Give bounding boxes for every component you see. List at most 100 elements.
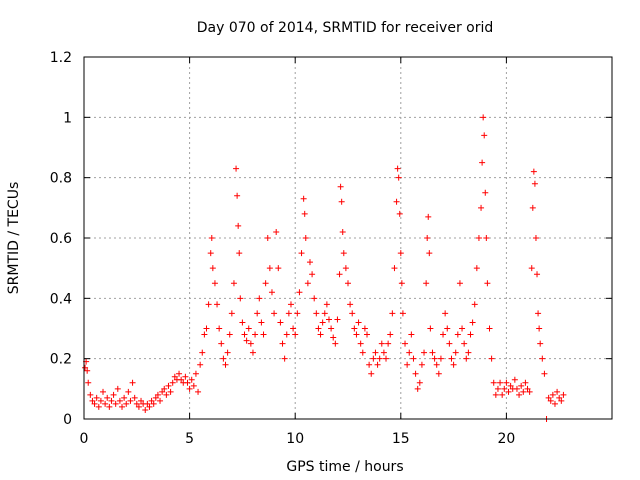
- data-point: [328, 325, 335, 332]
- data-point: [520, 388, 527, 395]
- data-point: [220, 355, 227, 362]
- data-point: [84, 367, 91, 374]
- data-point: [459, 325, 466, 332]
- data-point: [473, 265, 480, 272]
- data-point: [258, 319, 265, 326]
- data-point: [387, 331, 394, 338]
- data-point: [154, 391, 161, 398]
- data-point: [471, 301, 478, 308]
- data-point: [150, 400, 157, 407]
- data-point: [536, 325, 543, 332]
- data-point: [142, 406, 149, 413]
- data-point: [186, 385, 193, 392]
- data-point: [531, 180, 538, 187]
- y-tick-label: 0.6: [50, 231, 72, 247]
- data-point: [478, 204, 485, 211]
- data-point: [547, 397, 554, 404]
- data-point: [418, 361, 425, 368]
- points-layer: [82, 114, 567, 422]
- data-point: [378, 340, 385, 347]
- data-point: [304, 280, 311, 287]
- data-point: [545, 394, 552, 401]
- data-point: [456, 280, 463, 287]
- data-point: [247, 340, 254, 347]
- data-point: [102, 400, 109, 407]
- data-point: [114, 385, 121, 392]
- data-point: [425, 213, 432, 220]
- data-point: [423, 280, 430, 287]
- data-point: [349, 310, 356, 317]
- data-point: [431, 355, 438, 362]
- data-point: [296, 289, 303, 296]
- data-point: [306, 259, 313, 266]
- data-point: [479, 159, 486, 166]
- data-point: [159, 388, 166, 395]
- data-point: [535, 310, 542, 317]
- data-point: [551, 400, 558, 407]
- data-point: [309, 271, 316, 278]
- data-point: [480, 114, 487, 121]
- data-point: [133, 400, 140, 407]
- data-point: [395, 174, 402, 181]
- data-point: [492, 391, 499, 398]
- data-point: [554, 388, 561, 395]
- data-point: [368, 370, 375, 377]
- data-point: [359, 349, 366, 356]
- data-point: [372, 349, 379, 356]
- data-point: [203, 325, 210, 332]
- data-point: [426, 250, 433, 257]
- data-point: [167, 388, 174, 395]
- data-point: [338, 198, 345, 205]
- data-point: [108, 397, 115, 404]
- data-point: [148, 397, 155, 404]
- data-point: [146, 403, 153, 410]
- data-point: [501, 385, 508, 392]
- x-tick-label: 20: [497, 431, 515, 447]
- data-point: [435, 370, 442, 377]
- data-point: [218, 340, 225, 347]
- data-point: [364, 331, 371, 338]
- y-tick-label: 0.2: [50, 352, 72, 368]
- data-point: [475, 235, 482, 241]
- data-point: [446, 340, 453, 347]
- data-point: [178, 376, 185, 383]
- data-point: [556, 394, 563, 401]
- data-point: [528, 265, 535, 272]
- data-point: [123, 400, 130, 407]
- data-point: [490, 379, 497, 386]
- data-point: [264, 235, 271, 241]
- data-point: [541, 370, 548, 377]
- data-point: [463, 355, 470, 362]
- data-point: [330, 334, 337, 341]
- y-tick-label: 1.2: [50, 50, 72, 66]
- data-point: [302, 235, 309, 241]
- data-point: [393, 198, 400, 205]
- data-point: [336, 271, 343, 278]
- y-axis-label: SRMTID / TECUs: [6, 182, 22, 295]
- data-point: [366, 361, 373, 368]
- data-point: [391, 265, 398, 272]
- data-point: [402, 340, 409, 347]
- data-point: [412, 370, 419, 377]
- data-point: [144, 400, 151, 407]
- data-point: [315, 325, 322, 332]
- data-point: [396, 210, 403, 217]
- data-point: [518, 382, 525, 389]
- data-point: [271, 310, 278, 317]
- data-point: [268, 289, 275, 296]
- data-point: [100, 388, 107, 395]
- data-point: [339, 228, 346, 235]
- x-tick-label: 10: [286, 431, 304, 447]
- data-point: [237, 295, 244, 302]
- data-point: [380, 349, 387, 356]
- data-point: [353, 331, 360, 338]
- data-point: [537, 340, 544, 347]
- data-point: [332, 340, 339, 347]
- data-point: [290, 325, 297, 332]
- data-point: [176, 370, 183, 377]
- data-point: [260, 331, 267, 338]
- data-point: [560, 391, 567, 398]
- data-point: [484, 280, 491, 287]
- data-point: [233, 165, 240, 172]
- data-point: [184, 379, 191, 386]
